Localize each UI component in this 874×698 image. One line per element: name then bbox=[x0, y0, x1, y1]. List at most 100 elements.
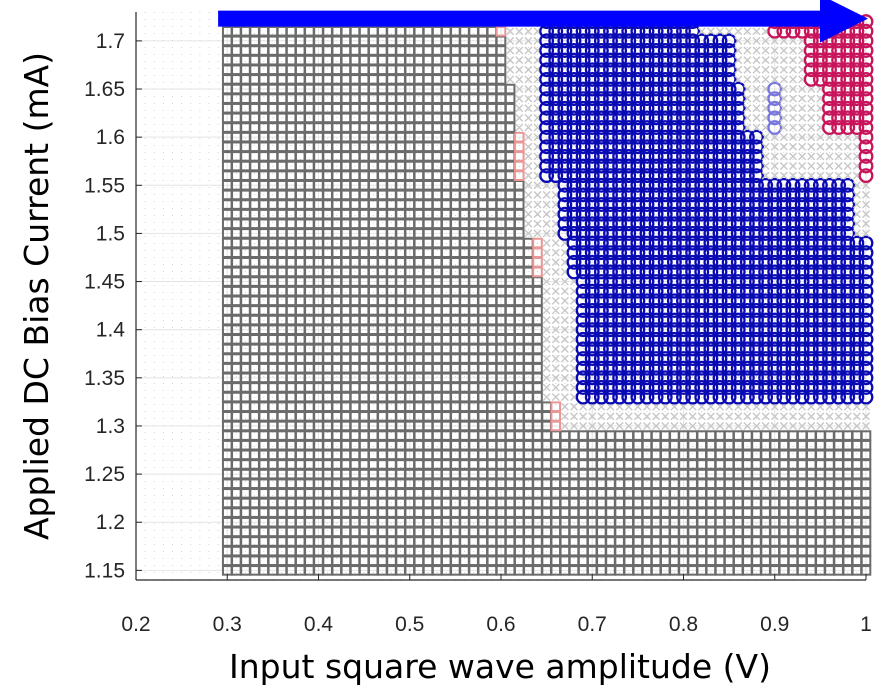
data-point-x bbox=[579, 412, 588, 421]
data-point-circle bbox=[676, 322, 691, 338]
data-point-x bbox=[588, 412, 597, 421]
data-point-circle bbox=[721, 360, 737, 376]
x-stroke bbox=[816, 412, 825, 421]
data-point-circle bbox=[721, 370, 737, 386]
x-stroke bbox=[752, 421, 761, 430]
x-stroke bbox=[615, 402, 624, 411]
data-point-circle bbox=[676, 370, 691, 386]
data-point-square bbox=[532, 343, 543, 355]
data-point-circle bbox=[822, 389, 837, 405]
data-point-x bbox=[752, 421, 761, 430]
data-point-circle bbox=[639, 380, 655, 395]
data-point-circle bbox=[630, 351, 646, 367]
data-point-x bbox=[560, 402, 569, 411]
x-stroke bbox=[588, 402, 597, 411]
data-point-x bbox=[551, 316, 560, 325]
data-point-x bbox=[734, 421, 743, 430]
data-point-circle bbox=[767, 302, 783, 318]
data-point-circle bbox=[621, 351, 637, 367]
data-point-circle bbox=[840, 274, 856, 290]
data-point-x bbox=[551, 383, 560, 392]
data-point-x bbox=[779, 402, 788, 411]
data-point-x bbox=[542, 344, 551, 353]
x-stroke bbox=[852, 402, 861, 411]
x-stroke bbox=[560, 364, 569, 373]
data-point-x bbox=[770, 421, 779, 430]
data-point-x bbox=[697, 402, 706, 411]
data-point-circle bbox=[831, 331, 847, 347]
data-point-circle bbox=[858, 302, 874, 318]
x-stroke bbox=[779, 402, 788, 411]
data-point-circle bbox=[840, 331, 856, 347]
data-point-circle bbox=[584, 322, 600, 338]
x-stroke bbox=[560, 325, 569, 334]
data-point-x bbox=[542, 364, 551, 373]
x-stroke bbox=[597, 421, 606, 430]
data-point-circle bbox=[630, 274, 646, 290]
data-point-x bbox=[816, 421, 825, 430]
data-point-circle bbox=[803, 351, 819, 367]
x-stroke bbox=[624, 421, 633, 430]
data-point-circle bbox=[575, 380, 591, 395]
x-stroke bbox=[606, 421, 615, 430]
data-point-circle bbox=[849, 370, 865, 386]
x-stroke bbox=[697, 402, 706, 411]
data-point-circle bbox=[785, 322, 801, 338]
x-stroke bbox=[560, 287, 569, 296]
x-stroke bbox=[743, 402, 752, 411]
data-point-circle bbox=[666, 331, 682, 347]
data-point-x bbox=[770, 402, 779, 411]
data-point-circle bbox=[840, 380, 856, 395]
x-stroke bbox=[661, 421, 670, 430]
data-point-x bbox=[606, 412, 615, 421]
data-point-circle bbox=[803, 389, 819, 405]
data-point-circle bbox=[703, 380, 719, 395]
data-point-circle bbox=[831, 312, 847, 328]
data-point-circle bbox=[803, 322, 819, 338]
data-point-circle bbox=[676, 302, 691, 318]
x-stroke bbox=[542, 393, 551, 402]
data-point-circle bbox=[758, 312, 774, 328]
x-stroke bbox=[670, 402, 679, 411]
data-point-square bbox=[532, 334, 543, 345]
data-point-circle bbox=[584, 312, 600, 328]
data-point-circle bbox=[575, 302, 591, 318]
data-point-circle bbox=[822, 351, 837, 367]
data-point-circle bbox=[767, 274, 783, 290]
data-point-circle bbox=[803, 312, 819, 328]
data-point-x bbox=[570, 412, 578, 421]
data-point-circle bbox=[749, 389, 764, 405]
data-point-circle bbox=[822, 322, 837, 338]
data-point-circle bbox=[603, 331, 618, 347]
data-point-circle bbox=[803, 283, 819, 299]
data-point-circle bbox=[849, 341, 865, 357]
x-stroke bbox=[716, 402, 724, 411]
data-point-circle bbox=[584, 274, 600, 290]
data-point-x bbox=[551, 373, 560, 382]
data-point-circle bbox=[593, 389, 609, 405]
data-point-circle bbox=[621, 274, 637, 290]
data-point-circle bbox=[584, 389, 600, 405]
data-point-circle bbox=[648, 312, 664, 328]
data-point-circle bbox=[721, 322, 737, 338]
data-point-x bbox=[560, 373, 569, 382]
data-point-x bbox=[834, 412, 843, 421]
x-stroke bbox=[643, 412, 651, 421]
data-point-circle bbox=[621, 370, 637, 386]
data-point-circle bbox=[858, 389, 874, 405]
data-point-circle bbox=[840, 360, 856, 376]
data-point-circle bbox=[749, 331, 764, 347]
data-point-square bbox=[860, 488, 872, 499]
data-point-circle bbox=[639, 293, 655, 309]
data-point-circle bbox=[575, 322, 591, 338]
x-stroke bbox=[798, 421, 807, 430]
data-point-x bbox=[852, 412, 861, 421]
data-point-x bbox=[697, 421, 706, 430]
data-point-circle bbox=[584, 341, 600, 357]
data-point-x bbox=[597, 421, 606, 430]
data-point-circle bbox=[767, 283, 783, 299]
data-point-circle bbox=[776, 389, 792, 405]
data-point-x bbox=[542, 316, 551, 325]
data-point-circle bbox=[776, 302, 792, 318]
data-point-circle bbox=[831, 380, 847, 395]
